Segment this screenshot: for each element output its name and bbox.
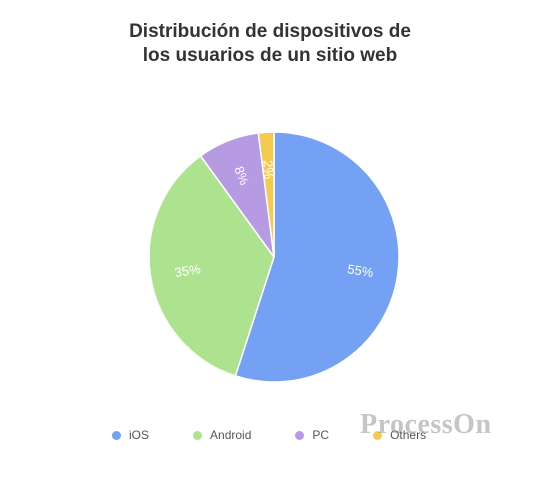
legend-label-others: Others <box>390 428 427 442</box>
legend-label-ios: iOS <box>129 428 150 442</box>
legend-label-pc: PC <box>312 428 330 442</box>
legend-marker-ios <box>112 430 121 440</box>
data-label-ios: 55% <box>346 261 374 280</box>
legend-marker-pc <box>295 430 305 440</box>
legend-item-android[interactable]: Android <box>193 428 251 442</box>
pie-slices <box>148 131 400 383</box>
data-label-others: 2% <box>260 160 276 180</box>
legend-marker-others <box>373 430 383 440</box>
chart-title-line-2: los usuarios de un sitio web <box>142 45 398 66</box>
pie-slice-others[interactable] <box>257 131 275 258</box>
legend-marker-android <box>193 430 203 440</box>
pie-slice-android[interactable] <box>148 154 275 377</box>
legend-item-ios[interactable]: iOS <box>112 428 149 442</box>
legend-item-others[interactable]: Others <box>373 428 426 442</box>
chart-title-line-1: Distribución de dispositivos de <box>129 21 411 42</box>
pie-labels: 55% 35% 8% 2% <box>174 160 375 280</box>
data-label-pc: 8% <box>231 164 252 187</box>
chart-title: Distribución de dispositivos de los usua… <box>0 20 540 68</box>
data-label-android: 35% <box>174 261 202 280</box>
chart-legend: iOS Android PC Others <box>112 428 470 442</box>
legend-label-android: Android <box>210 428 252 442</box>
pie-slice-ios[interactable] <box>234 131 400 383</box>
legend-item-pc[interactable]: PC <box>295 428 329 442</box>
